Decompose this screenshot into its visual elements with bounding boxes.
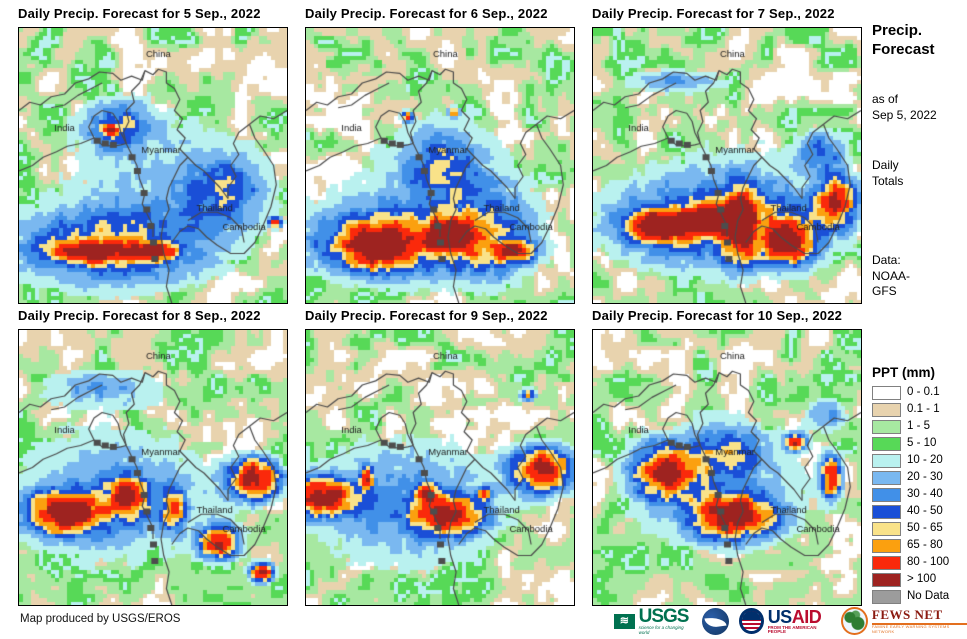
legend-item-9: 65 - 80 (872, 537, 949, 554)
legend-title: PPT (mm) (872, 365, 936, 380)
legend-label: 5 - 10 (907, 437, 937, 450)
sidebar-heading-line1: Precip. (872, 22, 923, 39)
legend-label: 0 - 0.1 (907, 386, 940, 399)
sidebar-heading-line2: Forecast (872, 40, 935, 58)
legend-swatch (872, 555, 901, 570)
legend-item-6: 30 - 40 (872, 486, 949, 503)
fewsnet-tagline: FAMINE EARLY WARNING SYSTEMS NETWORK (871, 624, 950, 634)
legend-label: 65 - 80 (907, 539, 943, 552)
data-source-block: Data: NOAA- GFS (872, 253, 910, 300)
legend-swatch (872, 572, 901, 587)
fewsnet-logo-text: FEWS NET (871, 607, 967, 626)
fewsnet-logo: FEWS NET FAMINE EARLY WARNING SYSTEMS NE… (841, 607, 967, 635)
legend-item-0: 0 - 0.1 (872, 384, 949, 401)
legend: 0 - 0.1 0.1 - 1 1 - 5 5 - 10 10 - 20 20 - 30 3… (872, 384, 949, 605)
legend-swatch (872, 470, 901, 485)
legend-swatch (872, 521, 901, 536)
panel-title-4: Daily Precip. Forecast for 8 Sep., 2022 (18, 308, 261, 323)
panel-title-6: Daily Precip. Forecast for 10 Sep., 2022 (592, 308, 843, 323)
legend-swatch (872, 589, 901, 604)
noaa-logo (702, 607, 730, 635)
precip-map-6 (592, 329, 862, 606)
as-of-line2: Sep 5, 2022 (872, 107, 937, 122)
data-source-line2: NOAA- (872, 268, 911, 283)
legend-label: 10 - 20 (907, 454, 943, 467)
legend-swatch (872, 504, 901, 519)
legend-label: 0.1 - 1 (907, 403, 940, 416)
legend-swatch (872, 487, 901, 502)
usaid-logo-text-us: US (767, 606, 793, 627)
fewsnet-globe-icon (841, 607, 868, 635)
sidebar-heading: Precip. Forecast (872, 22, 935, 60)
daily-totals-block: Daily Totals (872, 158, 903, 189)
panel-title-2: Daily Precip. Forecast for 6 Sep., 2022 (305, 6, 548, 21)
usgs-wave-icon: ≋ (614, 613, 635, 629)
legend-label: No Data (907, 590, 950, 603)
forecast-panel-6: Daily Precip. Forecast for 10 Sep., 2022 (592, 308, 862, 606)
legend-swatch (872, 402, 901, 417)
totals-line1: Daily (872, 158, 899, 172)
legend-item-4: 10 - 20 (872, 452, 949, 469)
info-sidebar: Precip. Forecast as of Sep 5, 2022 Daily… (870, 0, 965, 639)
legend-label: 80 - 100 (907, 556, 950, 569)
usgs-tagline: science for a changing world (638, 625, 684, 635)
totals-line2: Totals (872, 173, 904, 188)
usaid-flag-icon (739, 608, 764, 634)
panel-title-3: Daily Precip. Forecast for 7 Sep., 2022 (592, 6, 835, 21)
data-source-line3: GFS (872, 284, 897, 299)
legend-item-1: 0.1 - 1 (872, 401, 949, 418)
legend-label: > 100 (907, 573, 937, 586)
precip-map-1 (18, 27, 288, 304)
forecast-panel-4: Daily Precip. Forecast for 8 Sep., 2022 (18, 308, 288, 606)
legend-swatch (872, 538, 901, 553)
legend-item-12: No Data (872, 588, 949, 605)
panel-title-5: Daily Precip. Forecast for 9 Sep., 2022 (305, 308, 548, 323)
precip-map-4 (18, 329, 288, 606)
legend-label: 1 - 5 (907, 420, 931, 433)
legend-item-8: 50 - 65 (872, 520, 949, 537)
legend-item-10: 80 - 100 (872, 554, 949, 571)
usaid-tagline: FROM THE AMERICAN PEOPLE (767, 624, 817, 634)
legend-item-5: 20 - 30 (872, 469, 949, 486)
usgs-logo: ≋ USGS science for a changing world (614, 607, 692, 635)
usgs-logo-text: USGS (638, 606, 690, 627)
legend-label: 30 - 40 (907, 488, 943, 501)
legend-swatch (872, 453, 901, 468)
as-of-line1: as of (872, 92, 899, 106)
logo-row: ≋ USGS science for a changing world USAI… (614, 605, 967, 637)
usaid-logo: USAID FROM THE AMERICAN PEOPLE (739, 608, 831, 635)
legend-item-7: 40 - 50 (872, 503, 949, 520)
legend-swatch (872, 385, 901, 400)
data-source-line1: Data: (872, 253, 901, 267)
noaa-seagull-icon (702, 607, 730, 635)
legend-swatch (872, 436, 901, 451)
legend-item-3: 5 - 10 (872, 435, 949, 452)
legend-label: 50 - 65 (907, 522, 943, 535)
legend-label: 40 - 50 (907, 505, 943, 518)
forecast-panel-5: Daily Precip. Forecast for 9 Sep., 2022 (305, 308, 575, 606)
legend-label: 20 - 30 (907, 471, 943, 484)
as-of-block: as of Sep 5, 2022 (872, 92, 937, 123)
precip-map-5 (305, 329, 575, 606)
legend-swatch (872, 419, 901, 434)
legend-item-11: > 100 (872, 571, 949, 588)
usaid-logo-text-aid: AID (791, 606, 822, 627)
forecast-panel-1: Daily Precip. Forecast for 5 Sep., 2022 (18, 6, 288, 304)
precip-map-3 (592, 27, 862, 304)
forecast-panel-2: Daily Precip. Forecast for 6 Sep., 2022 (305, 6, 575, 304)
legend-item-2: 1 - 5 (872, 418, 949, 435)
panel-title-1: Daily Precip. Forecast for 5 Sep., 2022 (18, 6, 261, 21)
map-credit: Map produced by USGS/EROS (20, 613, 181, 625)
forecast-panel-3: Daily Precip. Forecast for 7 Sep., 2022 (592, 6, 862, 304)
precip-map-2 (305, 27, 575, 304)
